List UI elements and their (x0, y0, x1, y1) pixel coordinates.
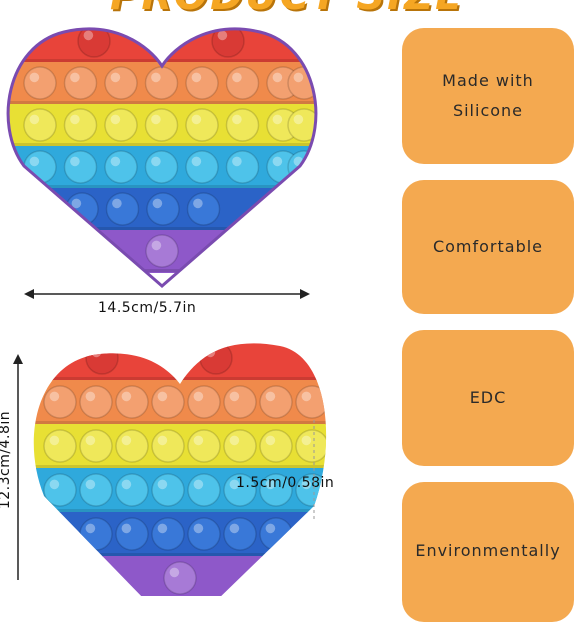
pop-bubble (79, 385, 113, 419)
pop-bubble (145, 234, 179, 268)
pop-bubble (225, 150, 260, 184)
pop-bubble (63, 66, 98, 100)
thickness-label: 1.5cm/0.58in (236, 475, 335, 491)
pop-bubble (295, 385, 327, 419)
pop-bubble (65, 192, 99, 226)
pop-bubble (223, 473, 257, 507)
pop-bubble (151, 429, 185, 463)
pop-bubble (85, 343, 119, 375)
pop-bubble (287, 108, 316, 142)
pop-bubble (211, 28, 245, 58)
pop-bubble (151, 473, 185, 507)
pop-bubble (104, 150, 138, 184)
width-label: 14.5cm/5.7in (98, 300, 197, 316)
page-title: PRODUCT SIZE (110, 0, 510, 14)
pop-bubble (186, 192, 221, 226)
feature-card-edc: EDC (402, 330, 574, 466)
feature-card-environmentally: Environmentally (402, 482, 574, 622)
pop-bubble (43, 385, 77, 419)
pop-bubble (77, 28, 111, 58)
feature-text: Environmentally (415, 541, 561, 560)
feature-text: EDC (469, 388, 507, 407)
pop-bubble (225, 66, 260, 100)
heart-top-image (6, 27, 318, 288)
pop-bubble (259, 429, 293, 463)
pop-bubble (63, 150, 98, 184)
pop-bubble (115, 385, 149, 419)
rainbow-band (33, 343, 327, 381)
pop-bubble (104, 108, 138, 142)
width-arrow (24, 289, 310, 299)
pop-bubble (23, 66, 57, 100)
feature-text: Comfortable (432, 237, 544, 256)
feature-card-comfortable: Comfortable (402, 180, 574, 314)
pop-bubble (115, 473, 149, 507)
pop-bubble (185, 108, 219, 142)
heart-bottom-image (33, 343, 327, 596)
thickness-arrow (313, 420, 315, 522)
pop-bubble (105, 192, 140, 226)
feature-text: Silicone (452, 101, 524, 120)
pop-bubble (104, 66, 138, 100)
pop-bubble (223, 385, 257, 419)
pop-bubble (79, 473, 113, 507)
pop-bubble (185, 66, 219, 100)
pop-bubble (295, 429, 327, 463)
pop-bubble (187, 429, 221, 463)
feature-card-silicone: Made with Silicone (402, 28, 574, 164)
pop-bubble (223, 429, 257, 463)
feature-text: Made with (442, 71, 534, 90)
rainbow-band (8, 28, 316, 63)
pop-bubble (187, 473, 221, 507)
pop-bubble (115, 429, 149, 463)
pop-bubble (187, 517, 221, 551)
pop-bubble (43, 429, 77, 463)
pop-bubble (63, 108, 98, 142)
pop-bubble (223, 517, 257, 551)
pop-bubble (259, 517, 293, 551)
pop-bubble (144, 66, 179, 100)
pop-bubble (115, 517, 149, 551)
pop-bubble (151, 385, 185, 419)
pop-bubble (79, 517, 113, 551)
pop-bubble (43, 473, 77, 507)
pop-bubble (151, 517, 185, 551)
pop-bubble (79, 429, 113, 463)
pop-bubble (144, 150, 179, 184)
pop-bubble (185, 150, 219, 184)
pop-bubble (144, 108, 179, 142)
pop-bubble (146, 192, 180, 226)
pop-bubble (199, 343, 233, 375)
pop-bubble (287, 150, 316, 184)
pop-bubble (259, 385, 293, 419)
pop-bubble (23, 108, 57, 142)
pop-bubble (259, 473, 293, 507)
pop-bubble (163, 561, 197, 595)
height-arrow (13, 354, 23, 580)
pop-bubble (187, 385, 221, 419)
height-label: 12.3cm/4.8in (0, 410, 14, 510)
pop-bubble (225, 108, 260, 142)
